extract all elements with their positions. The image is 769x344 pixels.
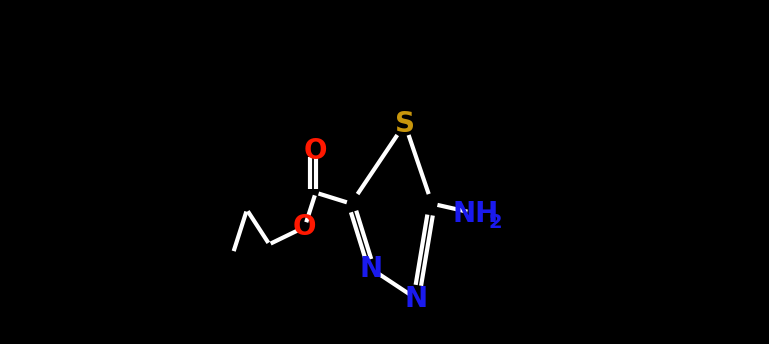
Text: O: O: [304, 137, 328, 165]
Text: O: O: [293, 213, 316, 241]
Text: 2: 2: [488, 213, 502, 232]
Text: NH: NH: [452, 200, 499, 228]
Text: N: N: [404, 284, 428, 313]
Text: S: S: [394, 110, 414, 138]
Text: N: N: [360, 255, 383, 283]
